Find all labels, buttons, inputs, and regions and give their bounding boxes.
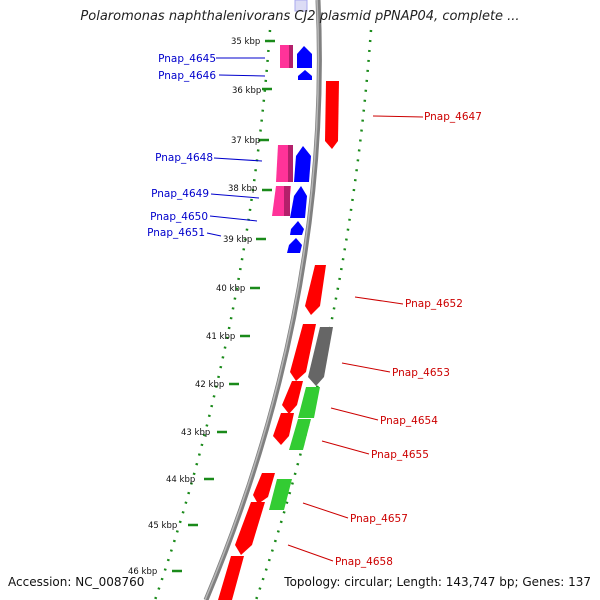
leader-line [210, 193, 260, 199]
kbp-labels: 35 kbp 36 kbp 37 kbp 38 kbp 39 kbp 40 kb… [128, 37, 261, 577]
gene-arrow-red [325, 81, 339, 149]
leader-line [321, 440, 370, 455]
gene-label-pnap-4658[interactable]: Pnap_4658 [335, 556, 393, 568]
gene-arrow-pink-shade [289, 45, 293, 68]
kbp-label: 36 kbp [232, 86, 261, 96]
gene-arrow-red [218, 556, 244, 600]
gene-label-pnap-4647[interactable]: Pnap_4647 [424, 111, 482, 123]
gene-arrow-red [282, 381, 303, 414]
gene-label-pnap-4655[interactable]: Pnap_4655 [371, 449, 429, 461]
gene-label-pnap-4653[interactable]: Pnap_4653 [392, 367, 450, 379]
forward-features [272, 45, 312, 253]
gene-arrow-green [289, 419, 311, 450]
gene-arrow-blue [290, 221, 304, 235]
kbp-label: 35 kbp [231, 37, 260, 47]
gene-label-pnap-4649[interactable]: Pnap_4649 [151, 188, 209, 200]
kbp-label: 40 kbp [216, 284, 245, 294]
gene-arrow-gray [308, 327, 333, 386]
gene-arrow-red [235, 502, 265, 555]
gene-arrow-pink-shade [284, 186, 290, 216]
backbone-ring-highlight [204, 0, 320, 600]
gene-label-pnap-4650[interactable]: Pnap_4650 [150, 211, 208, 223]
leader-line [341, 362, 391, 373]
gene-arrow-green [298, 387, 320, 418]
left-gene-labels: Pnap_4645 Pnap_4646 Pnap_4648 Pnap_4649 … [147, 53, 216, 239]
map-title: Polaromonas naphthalenivorans CJ2 plasmi… [80, 9, 520, 24]
kbp-label: 38 kbp [228, 184, 257, 194]
gene-label-pnap-4645[interactable]: Pnap_4645 [158, 53, 216, 65]
gene-label-pnap-4651[interactable]: Pnap_4651 [147, 227, 205, 239]
gene-arrow-blue [298, 70, 312, 80]
kbp-tick-marks [172, 39, 275, 573]
kbp-label: 45 kbp [148, 521, 177, 531]
topology-summary: Topology: circular; Length: 143,747 bp; … [284, 575, 591, 589]
kbp-label: 39 kbp [223, 235, 252, 245]
gene-arrow-blue [287, 238, 302, 253]
feature-top-partial [294, 0, 308, 12]
backbone-ring [203, 0, 322, 600]
accession-text: Accession: NC_008760 [8, 575, 145, 589]
gene-label-pnap-4652[interactable]: Pnap_4652 [405, 298, 463, 310]
leader-line [302, 502, 349, 519]
leader-line [372, 115, 424, 118]
leader-line [206, 232, 222, 237]
left-leader-lines [206, 57, 266, 237]
gene-label-pnap-4648[interactable]: Pnap_4648 [155, 152, 213, 164]
gene-arrow-blue [297, 46, 312, 68]
kbp-label: 37 kbp [231, 136, 260, 146]
leader-line [330, 407, 379, 421]
reverse-features [218, 81, 339, 600]
gene-label-pnap-4646[interactable]: Pnap_4646 [158, 70, 216, 82]
gene-arrow-red [290, 324, 316, 381]
kbp-label: 43 kbp [181, 428, 210, 438]
right-gene-labels: Pnap_4647 Pnap_4652 Pnap_4653 Pnap_4654 … [335, 111, 482, 568]
kbp-label: 41 kbp [206, 332, 235, 342]
right-leader-lines [287, 115, 424, 562]
leader-line [354, 296, 404, 305]
kbp-label: 46 kbp [128, 567, 157, 577]
gene-label-pnap-4654[interactable]: Pnap_4654 [380, 415, 438, 427]
leader-line [218, 74, 266, 77]
gene-label-pnap-4657[interactable]: Pnap_4657 [350, 513, 408, 525]
gene-arrow-blue [294, 146, 311, 182]
leader-line [287, 544, 334, 562]
gene-arrow-red [273, 413, 294, 445]
gene-arrow-red [253, 473, 275, 504]
gene-arrow-red [305, 265, 326, 315]
gene-arrow-blue [290, 186, 307, 218]
leader-line [213, 157, 263, 162]
leader-line [209, 215, 258, 222]
kbp-label: 44 kbp [166, 475, 195, 485]
gene-arrow-pink-shade [288, 145, 293, 182]
kbp-label: 42 kbp [195, 380, 224, 390]
gene-arrow-green [269, 479, 292, 510]
